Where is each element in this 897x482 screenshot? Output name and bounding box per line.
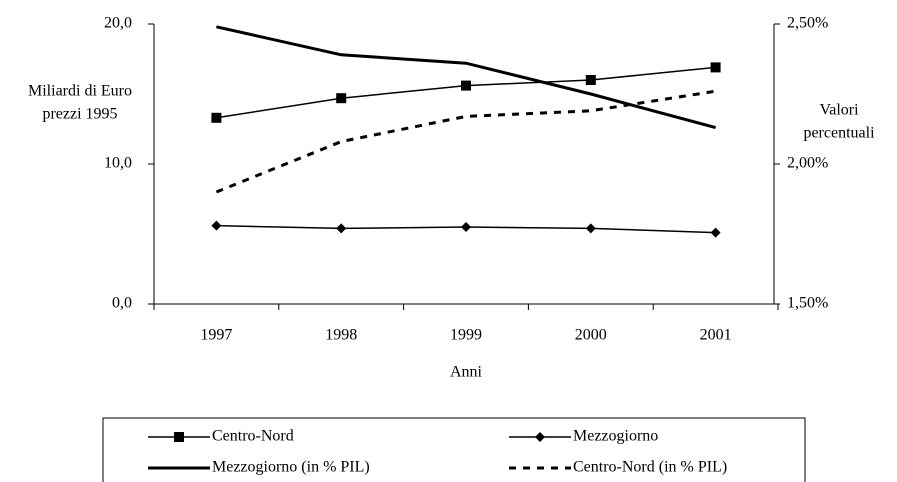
y2-tick-label: 2,00% bbox=[787, 155, 828, 172]
marker bbox=[710, 62, 721, 73]
y2-tick-label: 2,50% bbox=[787, 15, 828, 32]
y2-axis-label: percentuali bbox=[803, 125, 875, 142]
marker bbox=[211, 112, 222, 123]
series-line bbox=[216, 66, 716, 119]
marker bbox=[461, 80, 471, 91]
series-line bbox=[215, 89, 716, 194]
y2-tick-label: 1,50% bbox=[787, 295, 828, 312]
marker bbox=[336, 223, 347, 234]
legend-label: Centro-Nord (in % PIL) bbox=[573, 459, 727, 476]
x-tick-label: 1998 bbox=[325, 327, 357, 344]
x-tick-label: 2000 bbox=[575, 327, 607, 344]
x-tick-label: 2001 bbox=[700, 327, 732, 344]
marker bbox=[585, 223, 596, 234]
marker bbox=[461, 222, 471, 232]
x-tick-label: 1997 bbox=[200, 327, 232, 344]
y-tick-label: 10,0 bbox=[104, 155, 132, 172]
y-axis-label: Miliardi di Euro bbox=[28, 83, 132, 100]
series-line bbox=[216, 25, 716, 130]
legend-box bbox=[102, 417, 806, 482]
y-axis-label: prezzi 1995 bbox=[42, 106, 117, 123]
legend-label: Centro-Nord bbox=[212, 428, 294, 445]
y-tick-label: 20,0 bbox=[104, 15, 132, 32]
legend-label: Mezzogiorno (in % PIL) bbox=[212, 459, 370, 476]
marker bbox=[710, 227, 721, 238]
marker bbox=[535, 432, 545, 442]
marker bbox=[336, 93, 347, 104]
x-axis-label: Anni bbox=[450, 364, 483, 381]
y2-axis-label: Valori bbox=[819, 102, 859, 119]
legend-label: Mezzogiorno bbox=[573, 428, 658, 445]
marker bbox=[585, 75, 596, 85]
y-tick-label: 0,0 bbox=[112, 295, 132, 312]
marker bbox=[211, 220, 222, 231]
x-tick-label: 1999 bbox=[450, 327, 482, 344]
marker bbox=[174, 432, 184, 442]
